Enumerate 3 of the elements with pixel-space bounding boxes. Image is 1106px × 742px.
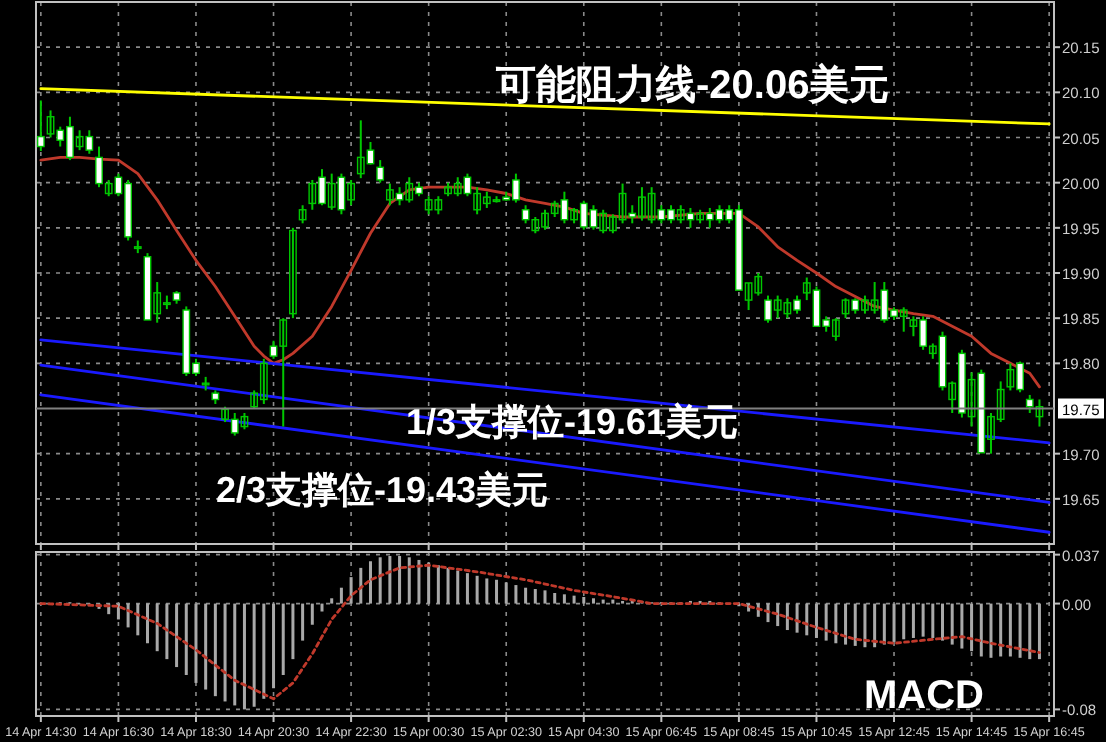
annotation: 2/3支撑位-19.43美元 xyxy=(216,470,549,510)
annotation: 可能阻力线-20.06美元 xyxy=(494,62,890,108)
annotation: MACD xyxy=(864,674,984,718)
